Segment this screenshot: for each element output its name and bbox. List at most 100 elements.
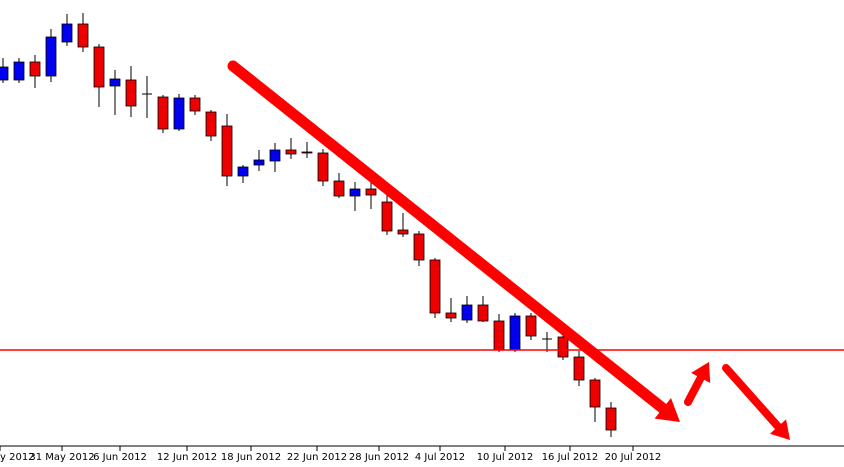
candle	[221, 114, 233, 186]
candle	[397, 213, 409, 237]
candle-body-bear	[605, 407, 617, 431]
candle-body-bull	[173, 97, 185, 130]
candle-body-bear	[205, 111, 217, 137]
arrow-shaft	[227, 60, 669, 414]
candle	[477, 296, 489, 322]
candle-body-bear	[365, 188, 377, 196]
candle-body-bear	[285, 149, 297, 155]
candle	[93, 44, 105, 107]
candle-body-bull	[509, 315, 521, 351]
candle	[429, 258, 441, 318]
candle-body-bull	[0, 66, 9, 81]
candle-body-bull	[237, 166, 249, 177]
candle	[157, 95, 169, 133]
candle	[445, 298, 457, 322]
candle-body-bear	[525, 315, 537, 337]
arrow-shaft	[722, 364, 783, 431]
candle	[589, 378, 601, 422]
candle	[509, 313, 521, 352]
candle-body-bear	[93, 46, 105, 88]
x-tick-label: 12 Jun 2012	[157, 452, 217, 463]
candle	[301, 142, 313, 158]
candle-body-bear	[317, 152, 329, 182]
candle	[365, 178, 377, 209]
projection-arrow	[684, 362, 711, 406]
candle	[109, 70, 121, 115]
candle-body-bull	[349, 188, 361, 197]
candle	[77, 13, 89, 52]
candle	[381, 192, 393, 235]
candle	[285, 138, 297, 159]
candle	[189, 95, 201, 115]
candle-body-bear	[445, 312, 457, 319]
candle-body-bear	[333, 180, 345, 197]
projection-arrow	[722, 364, 790, 440]
candle	[269, 143, 281, 172]
arrow-head	[654, 397, 680, 422]
candle-body-bear	[125, 79, 137, 107]
candle	[13, 58, 25, 83]
candle-body-bear	[573, 356, 585, 381]
candle-body-bull	[13, 61, 25, 81]
candle	[493, 314, 505, 352]
candles-layer	[0, 13, 617, 437]
candle-body-bear	[557, 336, 569, 358]
candle-body-bear	[381, 201, 393, 232]
x-tick-label: 10 Jul 2012	[477, 452, 534, 463]
candle	[142, 76, 152, 118]
candle-body-bear	[301, 151, 313, 154]
candle	[557, 333, 569, 360]
arrows-layer	[227, 60, 790, 440]
candle	[349, 182, 361, 211]
candle	[317, 149, 329, 186]
candle-body-bear	[189, 97, 201, 112]
candle	[237, 165, 249, 183]
candle-body-bear	[429, 259, 441, 314]
candle-body-bear	[589, 379, 601, 408]
x-tick-label: 16 Jul 2012	[542, 452, 599, 463]
candle-body-bull	[269, 149, 281, 162]
candle-body-bull	[61, 23, 73, 43]
candle-body-bear	[157, 96, 169, 130]
candle-body-bear	[413, 233, 425, 261]
x-tick-label: 6 Jun 2012	[93, 452, 147, 463]
candle	[253, 150, 265, 171]
candle-body-bear	[221, 125, 233, 177]
x-tick-label: 18 Jun 2012	[221, 452, 281, 463]
candle-body-bull	[45, 36, 57, 77]
candle-body-bear	[397, 229, 409, 235]
candle	[0, 58, 9, 83]
candle-body-bear	[29, 61, 41, 77]
candle	[125, 66, 137, 117]
candle	[29, 55, 41, 88]
candle-body-bull	[461, 304, 473, 321]
x-tick-label: 31 May 2012	[29, 452, 94, 463]
candle	[413, 231, 425, 266]
x-tick-label: 28 Jun 2012	[349, 452, 409, 463]
candle	[45, 29, 57, 82]
candle	[605, 402, 617, 437]
candle	[205, 110, 217, 141]
trend-arrow	[227, 60, 680, 422]
candle-body-bear	[493, 320, 505, 351]
x-tick-label: 22 Jun 2012	[287, 452, 347, 463]
candle	[525, 313, 537, 340]
candle	[61, 14, 73, 46]
x-tick-label: y 2012	[0, 452, 35, 463]
candle-body-bull	[253, 159, 265, 166]
candle	[542, 332, 552, 352]
candle-body-bear	[77, 23, 89, 48]
candle	[573, 351, 585, 386]
candle-body-bull	[109, 78, 121, 87]
candle	[173, 94, 185, 131]
arrow-head	[769, 419, 790, 440]
candle	[461, 296, 473, 323]
candle-body-bear	[477, 304, 489, 322]
arrow-shaft	[684, 373, 705, 406]
arrow-head	[691, 362, 711, 383]
x-tick-label: 4 Jul 2012	[415, 452, 465, 463]
candle	[333, 173, 345, 198]
x-tick-label: 20 Jul 2012	[605, 452, 662, 463]
